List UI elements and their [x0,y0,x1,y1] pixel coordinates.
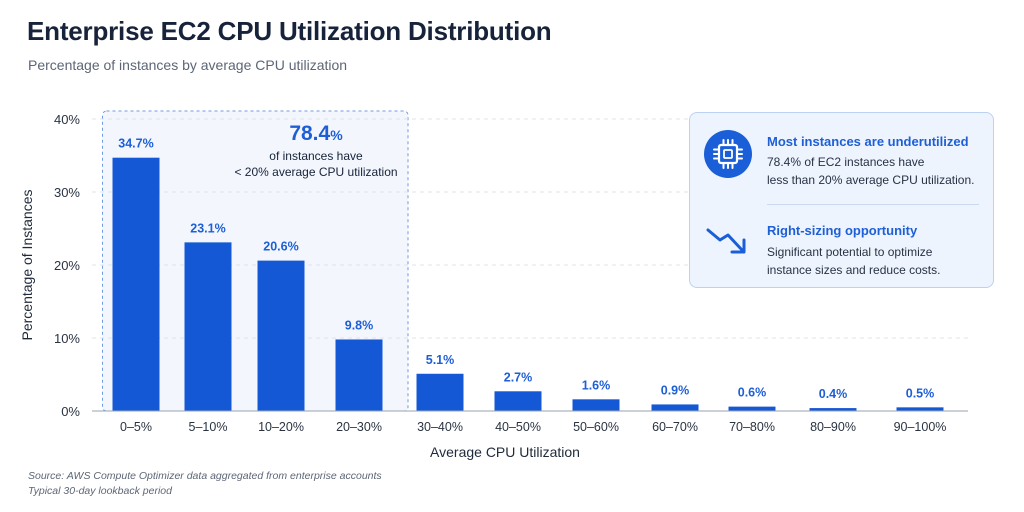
insight-rightsizing-line-1: Significant potential to optimize [767,245,933,259]
bar-value-label: 2.7% [504,370,533,384]
x-tick-label: 70–80% [729,420,775,434]
bar-value-label: 1.6% [582,378,611,392]
panel-divider [767,204,979,205]
insight-rightsizing-line-2: instance sizes and reduce costs. [767,263,941,277]
x-tick-label: 80–90% [810,420,856,434]
bar-value-label: 23.1% [190,221,225,235]
callout-line-2: < 20% average CPU utilization [234,165,398,179]
source-note: Source: AWS Compute Optimizer data aggre… [28,469,382,499]
insight-rightsizing-heading: Right-sizing opportunity [767,223,918,238]
x-axis-label: Average CPU Utilization [430,444,580,460]
y-tick-label: 0% [61,404,80,419]
source-line-2: Typical 30-day lookback period [28,485,172,497]
bar [809,408,857,411]
callout-line-1: of instances have [269,149,363,163]
bar-value-label: 9.8% [345,318,374,332]
chart-subtitle: Percentage of instances by average CPU u… [28,57,348,73]
bar [572,399,620,411]
bar [896,407,944,411]
bar-value-label: 34.7% [118,137,153,151]
x-tick-label: 60–70% [652,420,698,434]
source-line-1: Source: AWS Compute Optimizer data aggre… [28,470,382,482]
cpu-chip-icon [704,130,752,178]
x-tick-label: 50–60% [573,420,619,434]
trending-down-icon [706,226,754,267]
y-tick-label: 10% [54,331,80,346]
insights-panel: Most instances are underutilized 78.4% o… [689,112,994,288]
bar-value-label: 0.9% [661,383,690,397]
bar [494,391,542,411]
bar-value-label: 5.1% [426,353,455,367]
bar-value-label: 0.4% [819,387,848,401]
callout-number: 78.4 [289,122,331,145]
x-tick-label: 30–40% [417,420,463,434]
bar [335,339,383,411]
x-tick-label: 0–5% [120,420,152,434]
x-tick-label: 40–50% [495,420,541,434]
x-tick-label: 5–10% [189,420,228,434]
y-tick-label: 20% [54,258,80,273]
bar [416,373,464,411]
insight-underutilized-heading: Most instances are underutilized [767,134,969,149]
chart-title: Enterprise EC2 CPU Utilization Distribut… [27,16,552,46]
bar [112,157,160,411]
insight-underutilized-line-2: less than 20% average CPU utilization. [767,173,975,187]
bar-value-label: 0.5% [906,386,935,400]
insight-underutilized-line-1: 78.4% of EC2 instances have [767,155,925,169]
bar [184,242,232,411]
y-axis-label: Percentage of Instances [19,190,35,341]
x-tick-label: 90–100% [894,420,947,434]
x-tick-label: 20–30% [336,420,382,434]
bar [257,260,305,411]
callout-value: 78.4% [226,121,406,148]
y-tick-label: 40% [54,112,80,127]
bar-value-label: 0.6% [738,386,767,400]
y-tick-label: 30% [54,185,80,200]
callout-unit: % [330,127,343,143]
x-tick-label: 10–20% [258,420,304,434]
insight-underutilized-text: 78.4% of EC2 instances have less than 20… [767,153,989,189]
insight-rightsizing-text: Significant potential to optimize instan… [767,243,989,279]
bar [651,404,699,411]
highlight-callout: 78.4% of instances have < 20% average CP… [226,121,406,180]
bar [728,406,776,411]
bar-value-label: 20.6% [263,240,298,254]
